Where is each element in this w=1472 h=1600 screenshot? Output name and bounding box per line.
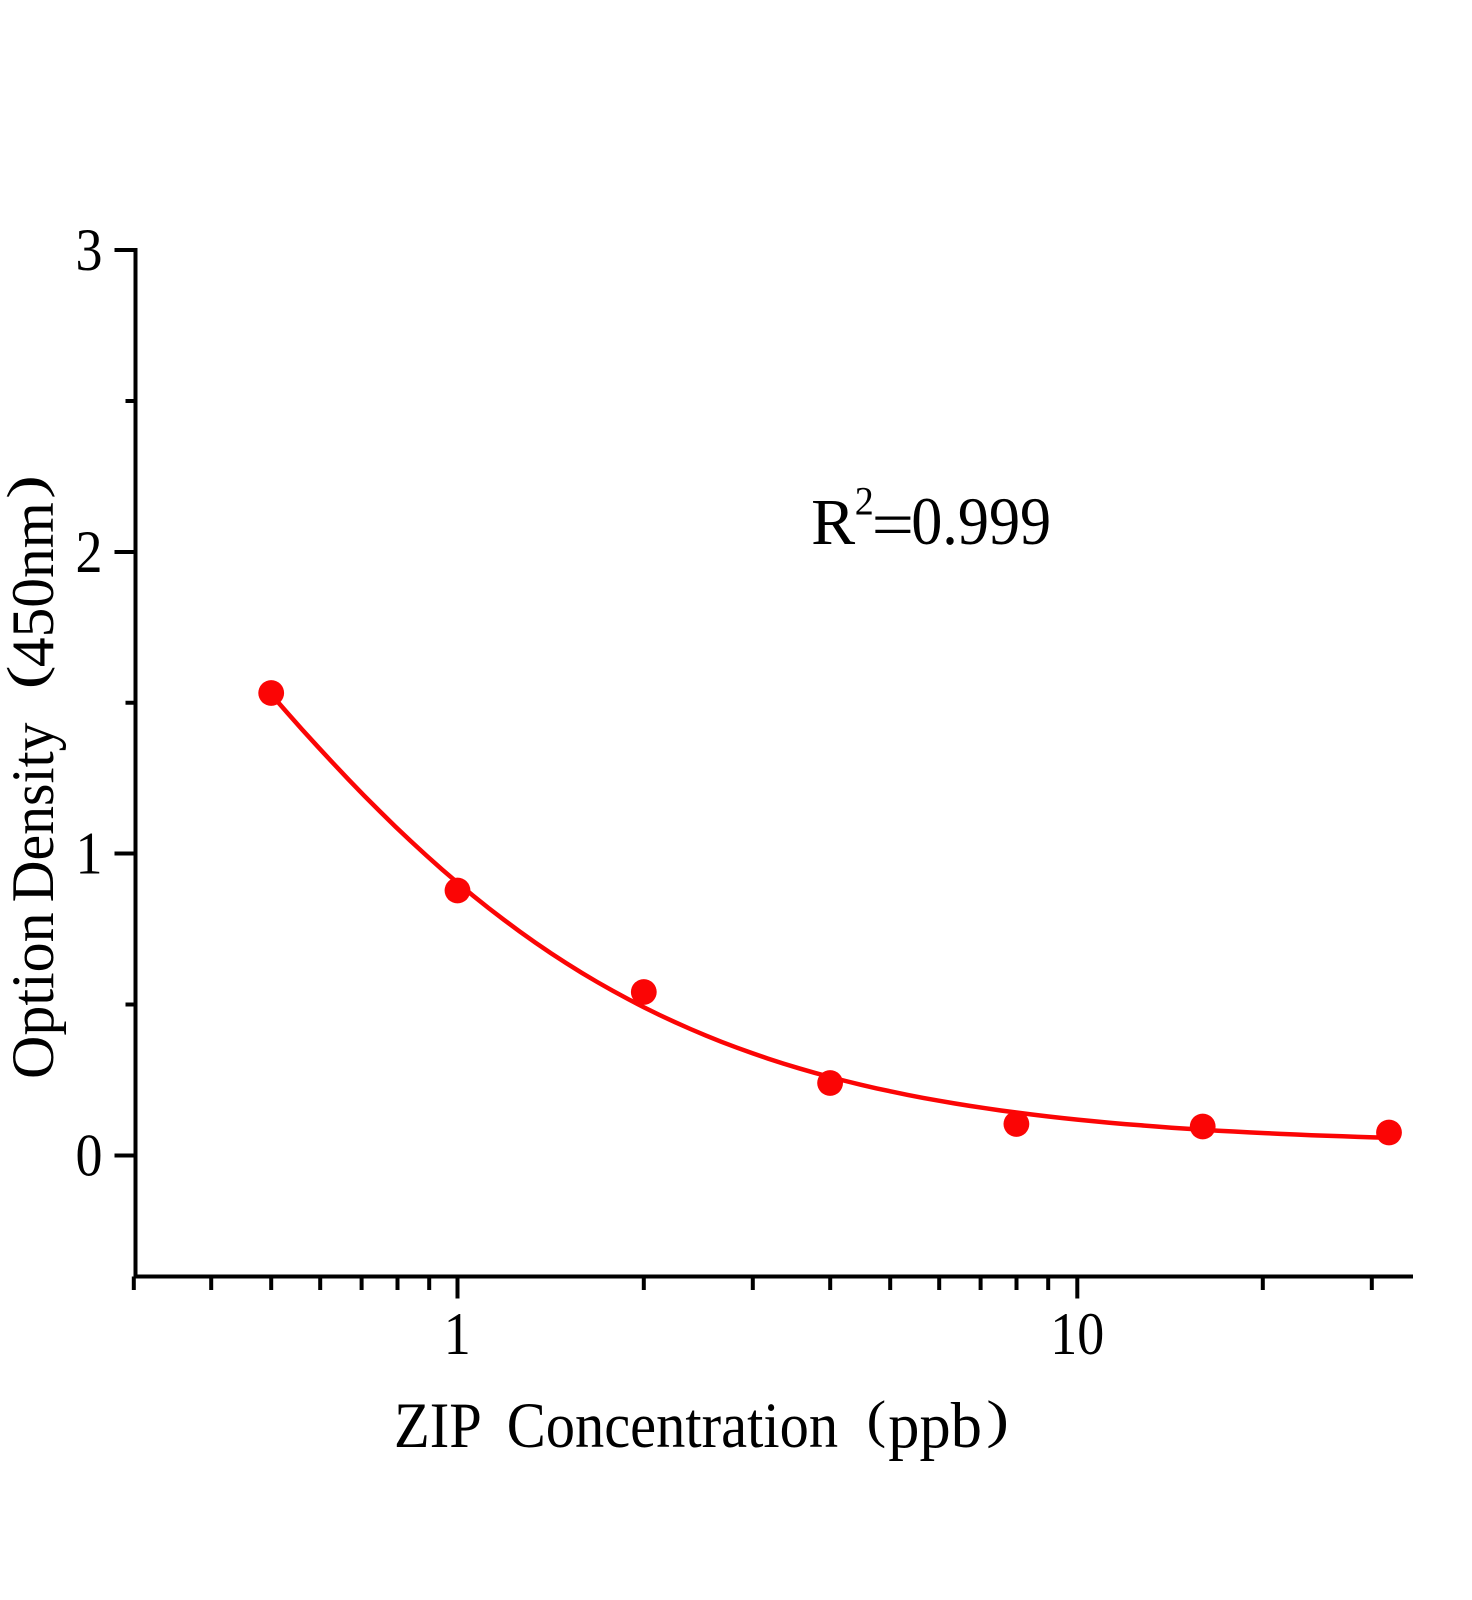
svg-text:ppb: ppb xyxy=(888,1389,982,1461)
svg-text:ZIP: ZIP xyxy=(394,1390,482,1461)
svg-text:1: 1 xyxy=(444,1301,471,1367)
svg-text:Concentration: Concentration xyxy=(507,1390,838,1461)
svg-text:450nm: 450nm xyxy=(0,502,66,667)
svg-text:R: R xyxy=(811,486,855,559)
svg-text:Density: Density xyxy=(0,722,66,902)
svg-text:(: ( xyxy=(867,1391,886,1450)
svg-text:(: ( xyxy=(0,665,55,689)
svg-text:3: 3 xyxy=(76,217,103,283)
svg-text:10: 10 xyxy=(1050,1301,1104,1367)
svg-text:2: 2 xyxy=(76,519,103,585)
svg-text:2: 2 xyxy=(855,480,874,524)
svg-text:Option: Option xyxy=(0,912,66,1079)
svg-text:=: = xyxy=(872,488,914,561)
svg-text:0: 0 xyxy=(76,1123,103,1189)
svg-text:0.999: 0.999 xyxy=(911,484,1051,559)
svg-text:1: 1 xyxy=(76,821,103,887)
svg-text:): ) xyxy=(986,1391,1009,1449)
svg-text:): ) xyxy=(0,475,55,499)
